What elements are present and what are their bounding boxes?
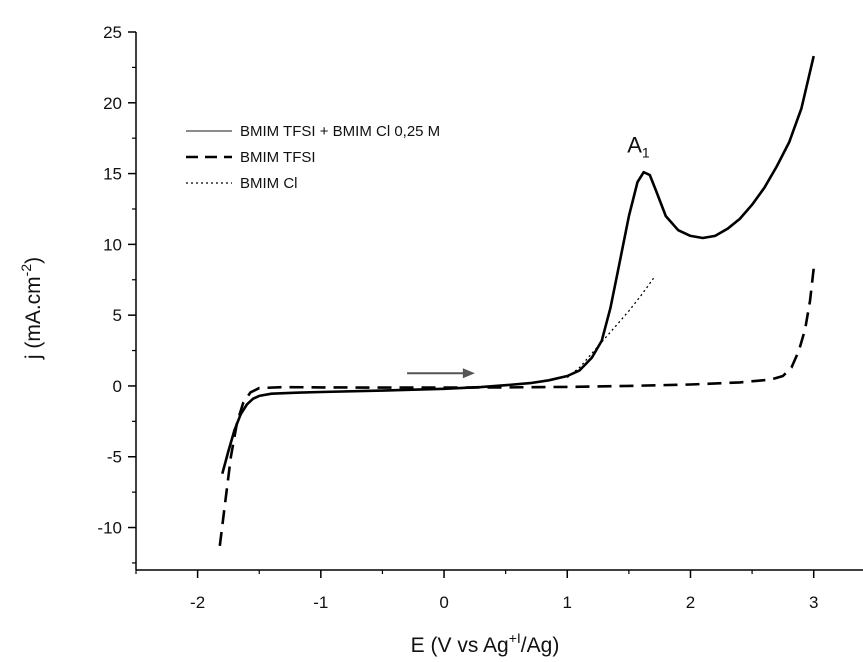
x-axis-title: E (V vs Ag+I/Ag) <box>411 630 560 657</box>
y-tick-label: 20 <box>103 94 122 113</box>
scan-direction-arrow <box>407 368 475 379</box>
x-tick-label: 1 <box>563 593 572 612</box>
series-line-2 <box>218 268 815 547</box>
legend: BMIM TFSI + BMIM Cl 0,25 M BMIM TFSI BMIM … <box>186 123 440 192</box>
y-tick-label: 15 <box>103 165 122 184</box>
y-axis-title: j (mA.cm-2) <box>18 257 45 360</box>
y-tick-label: 10 <box>103 235 122 254</box>
legend-label-3: BMIM Cl <box>240 175 298 192</box>
y-tick-label: -5 <box>107 448 122 467</box>
y-tick-label: 25 <box>103 23 122 42</box>
x-tick-label: 3 <box>809 593 818 612</box>
y-tick-label: -10 <box>97 519 122 538</box>
arrow-head <box>462 368 475 379</box>
legend-label-1: BMIM TFSI + BMIM Cl 0,25 M <box>240 123 440 140</box>
y-tick-label: 0 <box>113 377 122 396</box>
series-layer <box>218 55 815 547</box>
x-tick-label: 2 <box>686 593 695 612</box>
legend-label-2: BMIM TFSI <box>240 149 316 166</box>
x-tick-label: 0 <box>439 593 448 612</box>
x-tick-label: -2 <box>190 593 205 612</box>
series-line-3 <box>566 277 655 379</box>
x-tick-label: -1 <box>313 593 328 612</box>
chart-axes <box>135 32 863 571</box>
y-tick-label: 5 <box>113 306 122 325</box>
peak-annotation-label: A1 <box>627 132 650 160</box>
series-line-1 <box>221 55 815 475</box>
